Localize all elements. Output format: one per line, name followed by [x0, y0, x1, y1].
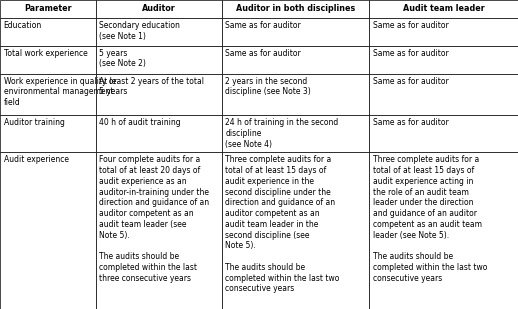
Bar [222, 18, 369, 46]
Bar [222, 74, 369, 115]
Text: Parameter: Parameter [24, 4, 71, 14]
Bar [0, 115, 96, 152]
Bar [369, 115, 518, 152]
Bar [222, 115, 369, 152]
Text: Auditor: Auditor [142, 4, 176, 14]
Bar [96, 18, 222, 46]
Text: Three complete audits for a
total of at least 15 days of
audit experience in the: Three complete audits for a total of at … [225, 155, 340, 293]
Bar [369, 46, 518, 74]
Bar [369, 152, 518, 309]
Text: Three complete audits for a
total of at least 15 days of
audit experience acting: Three complete audits for a total of at … [373, 155, 487, 283]
Text: Work experience in quality or
environmental management
field: Work experience in quality or environmen… [4, 77, 116, 107]
Text: Four complete audits for a
total of at least 20 days of
audit experience as an
a: Four complete audits for a total of at l… [99, 155, 209, 283]
Bar [96, 152, 222, 309]
Bar [0, 152, 96, 309]
Bar [0, 74, 96, 115]
Bar [0, 46, 96, 74]
Text: Same as for auditor: Same as for auditor [225, 21, 301, 30]
Bar [96, 74, 222, 115]
Text: 5 years
(see Note 2): 5 years (see Note 2) [99, 49, 146, 69]
Text: Education: Education [4, 21, 42, 30]
Bar [96, 115, 222, 152]
Text: At least 2 years of the total
5 years: At least 2 years of the total 5 years [99, 77, 204, 96]
Text: Secondary education
(see Note 1): Secondary education (see Note 1) [99, 21, 180, 41]
Text: Audit team leader: Audit team leader [403, 4, 484, 14]
Text: Same as for auditor: Same as for auditor [225, 49, 301, 58]
Text: Same as for auditor: Same as for auditor [373, 49, 449, 58]
Text: 40 h of audit training: 40 h of audit training [99, 118, 181, 127]
Text: Same as for auditor: Same as for auditor [373, 77, 449, 86]
Text: 24 h of training in the second
discipline
(see Note 4): 24 h of training in the second disciplin… [225, 118, 338, 149]
Bar [369, 18, 518, 46]
Text: Total work experience: Total work experience [4, 49, 87, 58]
Text: Same as for auditor: Same as for auditor [373, 21, 449, 30]
Bar [369, 74, 518, 115]
Text: Auditor in both disciplines: Auditor in both disciplines [236, 4, 355, 14]
Bar [96, 0, 222, 18]
Bar [0, 0, 96, 18]
Bar [222, 0, 369, 18]
Bar [369, 0, 518, 18]
Bar [222, 46, 369, 74]
Text: Auditor training: Auditor training [4, 118, 64, 127]
Text: Same as for auditor: Same as for auditor [373, 118, 449, 127]
Bar [0, 18, 96, 46]
Text: Audit experience: Audit experience [4, 155, 68, 164]
Text: 2 years in the second
discipline (see Note 3): 2 years in the second discipline (see No… [225, 77, 311, 96]
Bar [222, 152, 369, 309]
Bar [96, 46, 222, 74]
